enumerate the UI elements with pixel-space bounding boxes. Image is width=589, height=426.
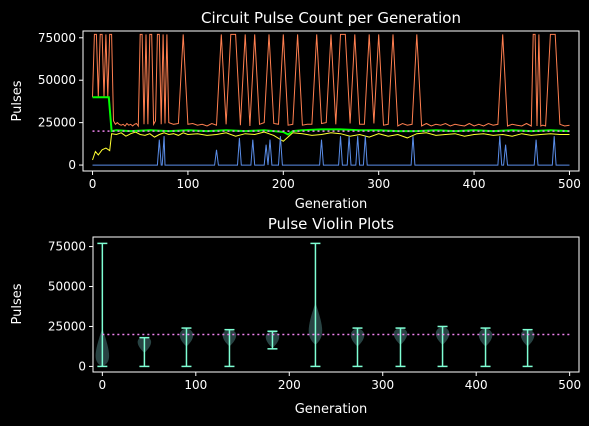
bottom-y-axis-label: Pulses bbox=[10, 283, 25, 324]
bottom-chart-title: Pulse Violin Plots bbox=[268, 215, 394, 233]
top-y-axis-label: Pulses bbox=[10, 80, 25, 121]
x-tick-label: 300 bbox=[367, 177, 390, 191]
bottom-chart-marks bbox=[95, 242, 570, 368]
y-tick-label: 75000 bbox=[38, 31, 76, 45]
series-line-max-pulses bbox=[92, 33, 570, 128]
top-x-axis-label: Generation bbox=[295, 197, 368, 212]
top-chart-axes: 0 100 200 300 400 500 0 25000 50000 75000 bbox=[38, 31, 581, 191]
x-tick-label: 500 bbox=[558, 378, 581, 392]
y-tick-label: 0 bbox=[78, 359, 86, 373]
y-tick-label: 50000 bbox=[38, 73, 76, 87]
x-tick-label: 400 bbox=[463, 177, 486, 191]
top-plot-area bbox=[82, 30, 580, 172]
bottom-chart-axes: 0 100 200 300 400 500 0 25000 50000 75000 bbox=[48, 240, 581, 392]
x-tick-label: 300 bbox=[371, 378, 394, 392]
bottom-plot-area bbox=[92, 236, 580, 373]
y-tick-label: 75000 bbox=[48, 240, 86, 254]
x-tick-label: 400 bbox=[465, 378, 488, 392]
y-tick-label: 25000 bbox=[38, 116, 76, 130]
series-line-min-pulses bbox=[92, 131, 570, 161]
y-tick-label: 0 bbox=[68, 158, 76, 172]
bottom-x-axis-label: Generation bbox=[295, 402, 368, 417]
top-chart-marks bbox=[92, 33, 570, 166]
y-tick-label: 25000 bbox=[48, 319, 86, 333]
x-tick-label: 0 bbox=[99, 378, 107, 392]
bottom-violin-chart: Pulse Violin Plots 0 100 200 300 400 500 0 2500… bbox=[10, 215, 581, 417]
x-tick-label: 200 bbox=[272, 177, 295, 191]
x-tick-label: 0 bbox=[89, 177, 97, 191]
y-tick-label: 50000 bbox=[48, 280, 86, 294]
series-line-min-spike-pulses bbox=[92, 136, 570, 166]
top-chart-title: Circuit Pulse Count per Generation bbox=[201, 9, 461, 27]
x-tick-label: 100 bbox=[184, 378, 207, 392]
x-tick-label: 500 bbox=[558, 177, 581, 191]
top-line-chart: Circuit Pulse Count per Generation 0 100 2… bbox=[10, 9, 581, 212]
x-tick-label: 100 bbox=[176, 177, 199, 191]
x-tick-label: 200 bbox=[278, 378, 301, 392]
